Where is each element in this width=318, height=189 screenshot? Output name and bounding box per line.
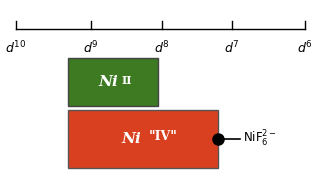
FancyBboxPatch shape (68, 110, 218, 168)
Text: Ni: Ni (121, 132, 141, 146)
Text: $d^{9}$: $d^{9}$ (83, 40, 99, 57)
Text: NiF$_6^{2-}$: NiF$_6^{2-}$ (243, 129, 277, 149)
Text: II: II (122, 74, 133, 85)
Text: $d^{7}$: $d^{7}$ (224, 40, 240, 57)
FancyBboxPatch shape (68, 58, 158, 106)
Text: "IV": "IV" (149, 130, 178, 143)
Text: $d^{6}$: $d^{6}$ (297, 40, 313, 57)
Text: $d^{10}$: $d^{10}$ (5, 40, 27, 57)
Text: $d^{8}$: $d^{8}$ (154, 40, 170, 57)
Text: Ni: Ni (98, 75, 118, 89)
